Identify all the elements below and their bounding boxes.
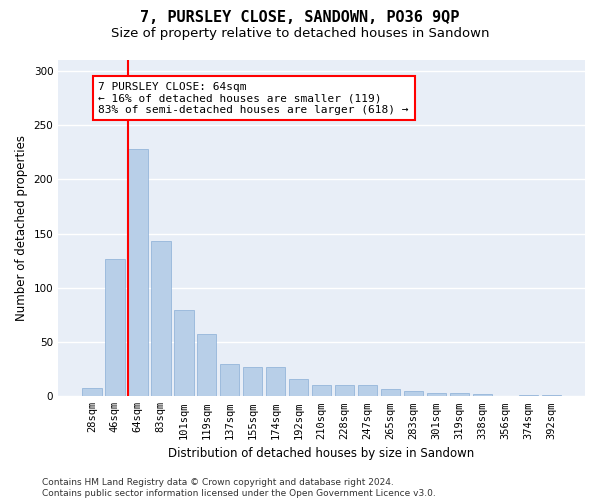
Text: 7 PURSLEY CLOSE: 64sqm
← 16% of detached houses are smaller (119)
83% of semi-de: 7 PURSLEY CLOSE: 64sqm ← 16% of detached… (98, 82, 409, 115)
Text: Size of property relative to detached houses in Sandown: Size of property relative to detached ho… (111, 28, 489, 40)
Bar (266, 367, 286, 396)
Bar (518, 395, 538, 396)
Bar (289, 379, 308, 396)
Bar (82, 388, 101, 396)
Bar (449, 393, 469, 396)
Bar (220, 364, 239, 396)
Y-axis label: Number of detached properties: Number of detached properties (15, 135, 28, 321)
Bar (404, 391, 423, 396)
Bar (381, 388, 400, 396)
Bar (243, 367, 262, 396)
Text: Contains HM Land Registry data © Crown copyright and database right 2024.
Contai: Contains HM Land Registry data © Crown c… (42, 478, 436, 498)
Bar (358, 386, 377, 396)
Bar (105, 258, 125, 396)
Bar (335, 386, 355, 396)
Bar (473, 394, 492, 396)
Bar (312, 386, 331, 396)
Bar (542, 395, 561, 396)
Bar (128, 149, 148, 396)
Bar (151, 241, 170, 396)
X-axis label: Distribution of detached houses by size in Sandown: Distribution of detached houses by size … (169, 447, 475, 460)
Bar (427, 393, 446, 396)
Text: 7, PURSLEY CLOSE, SANDOWN, PO36 9QP: 7, PURSLEY CLOSE, SANDOWN, PO36 9QP (140, 10, 460, 25)
Bar (174, 310, 194, 396)
Bar (197, 334, 217, 396)
